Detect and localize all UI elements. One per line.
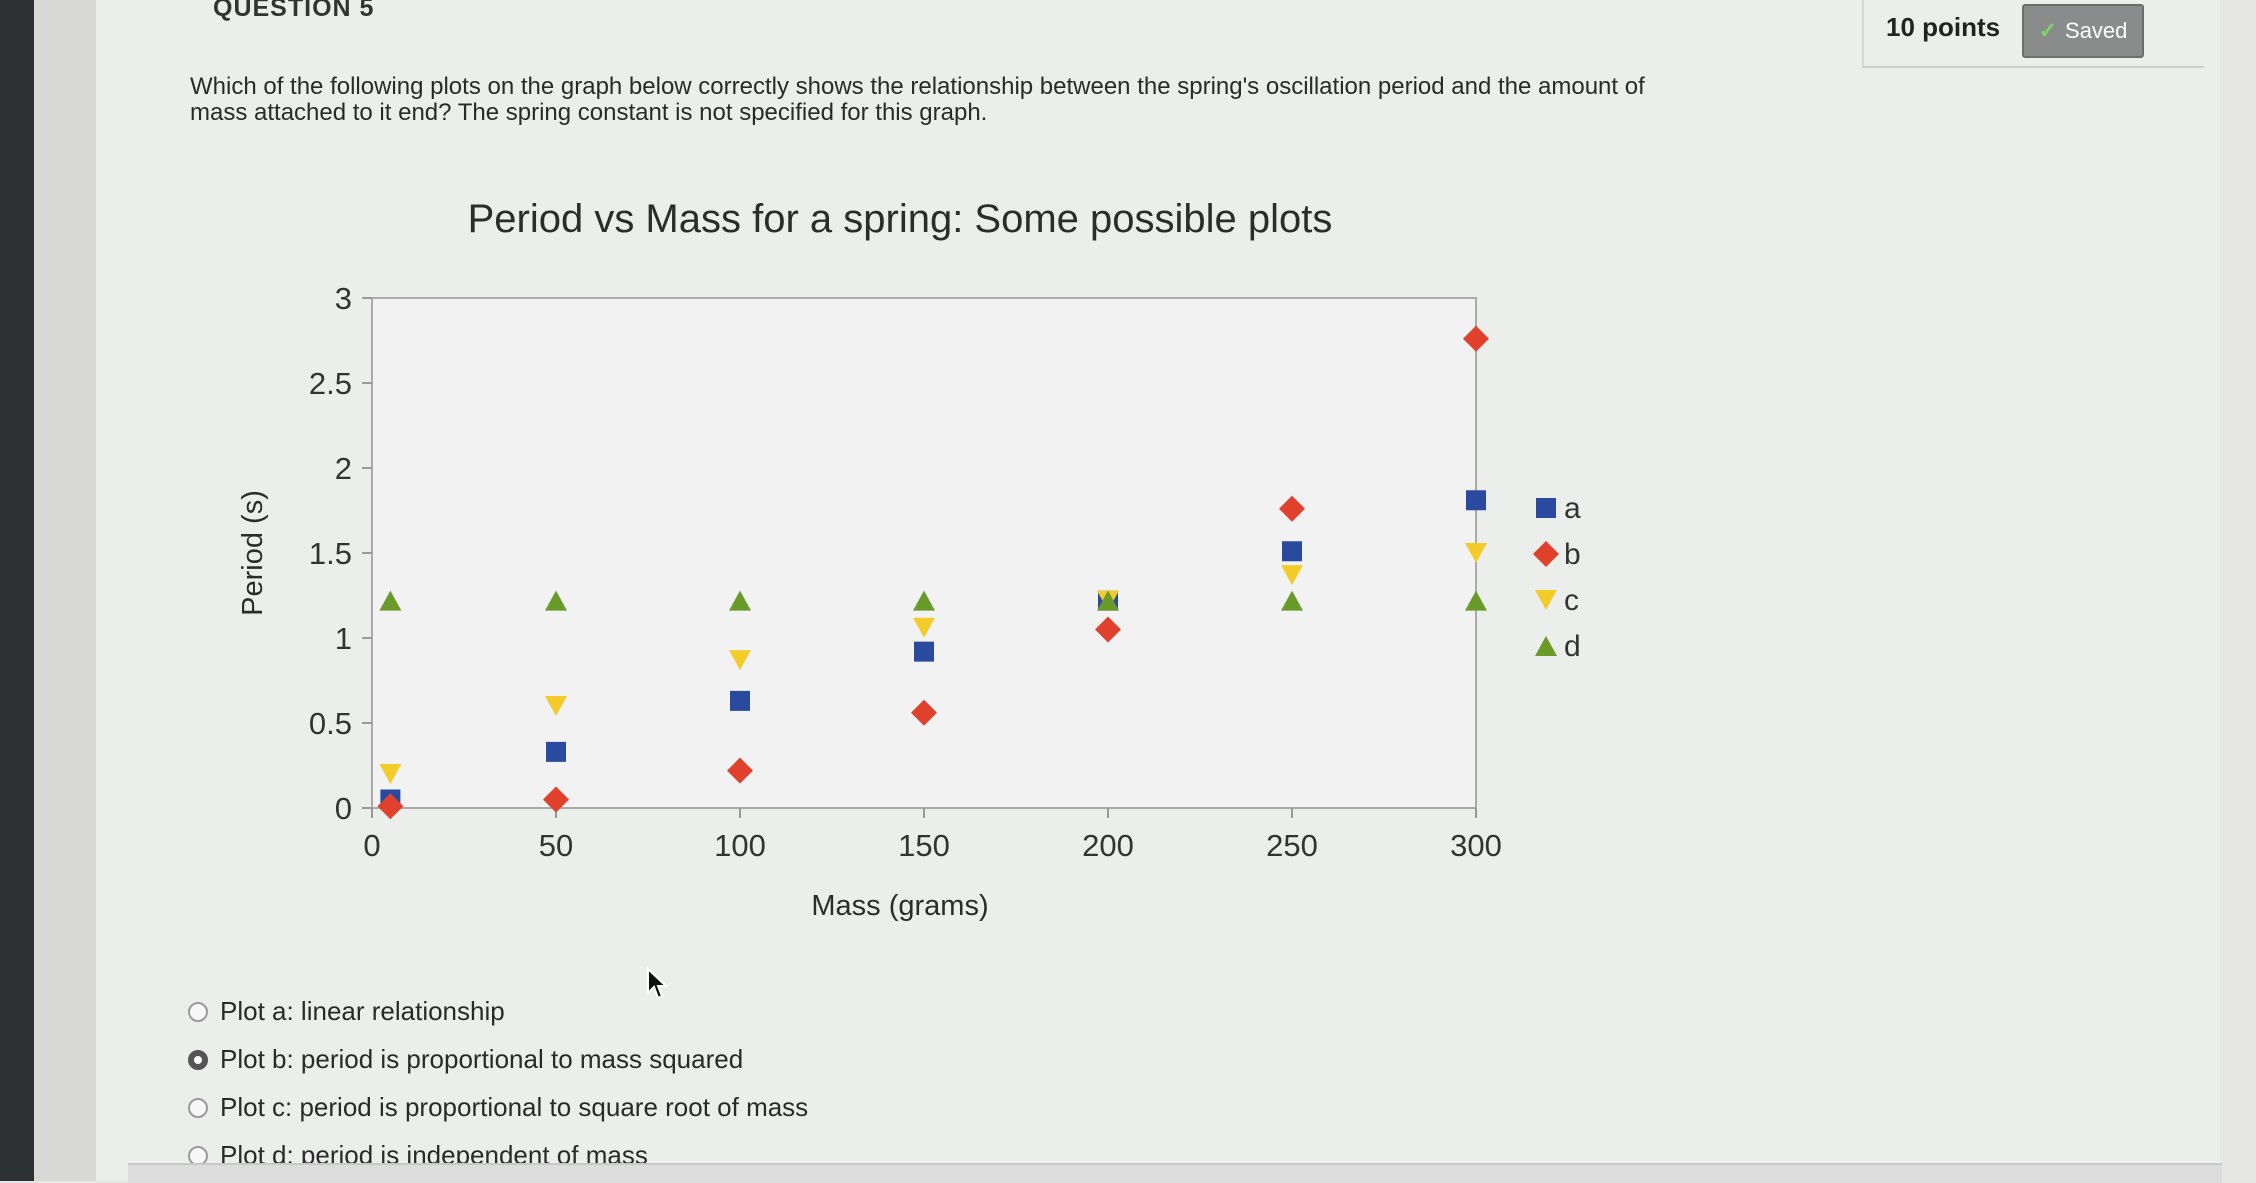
series-a-point <box>546 741 566 762</box>
y-tick-label: 1.5 <box>309 536 352 571</box>
chart: Period vs Mass for a spring: Some possib… <box>200 180 1650 940</box>
chart-svg: Period vs Mass for a spring: Some possib… <box>237 197 1581 922</box>
series-d-point <box>1097 590 1119 611</box>
x-axis-ticks: 0 50 100 150 200 250 300 <box>363 808 1502 863</box>
series-c-point <box>379 764 402 784</box>
series-c-point <box>545 696 567 716</box>
points-box <box>1862 0 2204 68</box>
option-b[interactable]: Plot b: period is proportional to mass s… <box>188 1044 743 1075</box>
bottom-bar <box>128 1163 2222 1183</box>
series-b-point <box>1279 495 1305 522</box>
y-axis-ticks: 0 0.5 1 1.5 2 2.5 3 <box>309 281 372 826</box>
option-a-label: Plot a: linear relationship <box>220 996 505 1026</box>
radio-option-c[interactable] <box>188 1097 208 1118</box>
series-a-point <box>1282 541 1302 562</box>
series-d-point <box>545 590 567 611</box>
option-c-label: Plot c: period is proportional to square… <box>220 1092 809 1122</box>
legend-marker-a <box>1536 498 1556 518</box>
screen-left-bezel <box>0 0 34 1181</box>
y-tick-label: 3 <box>335 281 352 316</box>
option-a[interactable]: Plot a: linear relationship <box>188 996 505 1027</box>
series-a-point <box>1466 490 1486 511</box>
question-text: Which of the following plots on the grap… <box>190 73 1645 126</box>
series-d-point <box>913 590 935 611</box>
radio-option-a[interactable] <box>188 1001 208 1022</box>
y-tick-label: 1 <box>335 621 352 656</box>
series-a-point <box>914 641 934 662</box>
series-b-point <box>1095 616 1121 643</box>
y-tick-label: 0.5 <box>309 706 352 741</box>
series-d-point <box>729 590 751 611</box>
legend-marker-b <box>1533 541 1559 567</box>
legend-marker-d <box>1535 636 1557 656</box>
left-gutter <box>34 0 96 1181</box>
y-tick-label: 0 <box>335 791 352 826</box>
series-d-point <box>1465 590 1487 611</box>
y-tick-label: 2.5 <box>309 366 352 401</box>
series-layer <box>377 325 1489 820</box>
legend-label-c: c <box>1564 584 1579 617</box>
y-tick-label: 2 <box>335 451 352 486</box>
plot-area <box>371 297 1477 809</box>
series-a-point <box>730 690 750 711</box>
legend-label-b: b <box>1564 538 1581 571</box>
series-b-point <box>1463 325 1489 352</box>
mouse-cursor-icon <box>647 967 668 1000</box>
radio-option-b[interactable] <box>188 1049 208 1070</box>
chart-title: Period vs Mass for a spring: Some possib… <box>468 197 1333 241</box>
series-c-point <box>729 650 751 671</box>
series-b-point <box>377 793 404 820</box>
saved-badge: ✓ Saved <box>2022 4 2144 58</box>
x-axis-title: Mass (grams) <box>811 890 988 922</box>
series-b-point <box>911 699 937 726</box>
x-tick-label: 50 <box>539 828 573 863</box>
x-tick-label: 0 <box>363 828 380 863</box>
x-tick-label: 200 <box>1082 828 1134 863</box>
checkmark-icon: ✓ <box>2038 18 2058 43</box>
legend-marker-c <box>1535 590 1557 610</box>
series-c-point <box>913 617 935 638</box>
points-label: 10 points <box>1886 12 2001 42</box>
option-c[interactable]: Plot c: period is proportional to square… <box>188 1092 808 1123</box>
y-axis-title: Period (s) <box>237 490 269 616</box>
legend-label-a: a <box>1564 492 1581 525</box>
series-c-point <box>1465 543 1487 563</box>
x-tick-label: 100 <box>714 828 766 863</box>
option-b-label: Plot b: period is proportional to mass s… <box>220 1044 744 1074</box>
x-tick-label: 150 <box>898 828 950 863</box>
series-d-point <box>379 590 402 611</box>
series-b-point <box>543 786 569 813</box>
series-c-point <box>1281 565 1303 586</box>
x-tick-label: 250 <box>1266 828 1318 863</box>
series-b-point <box>727 757 753 784</box>
x-tick-label: 300 <box>1450 828 1502 863</box>
question-number: QUESTION 5 <box>213 0 375 22</box>
series-d-point <box>1281 590 1303 611</box>
saved-label: Saved <box>2065 18 2128 43</box>
legend-label-d: d <box>1564 630 1581 663</box>
